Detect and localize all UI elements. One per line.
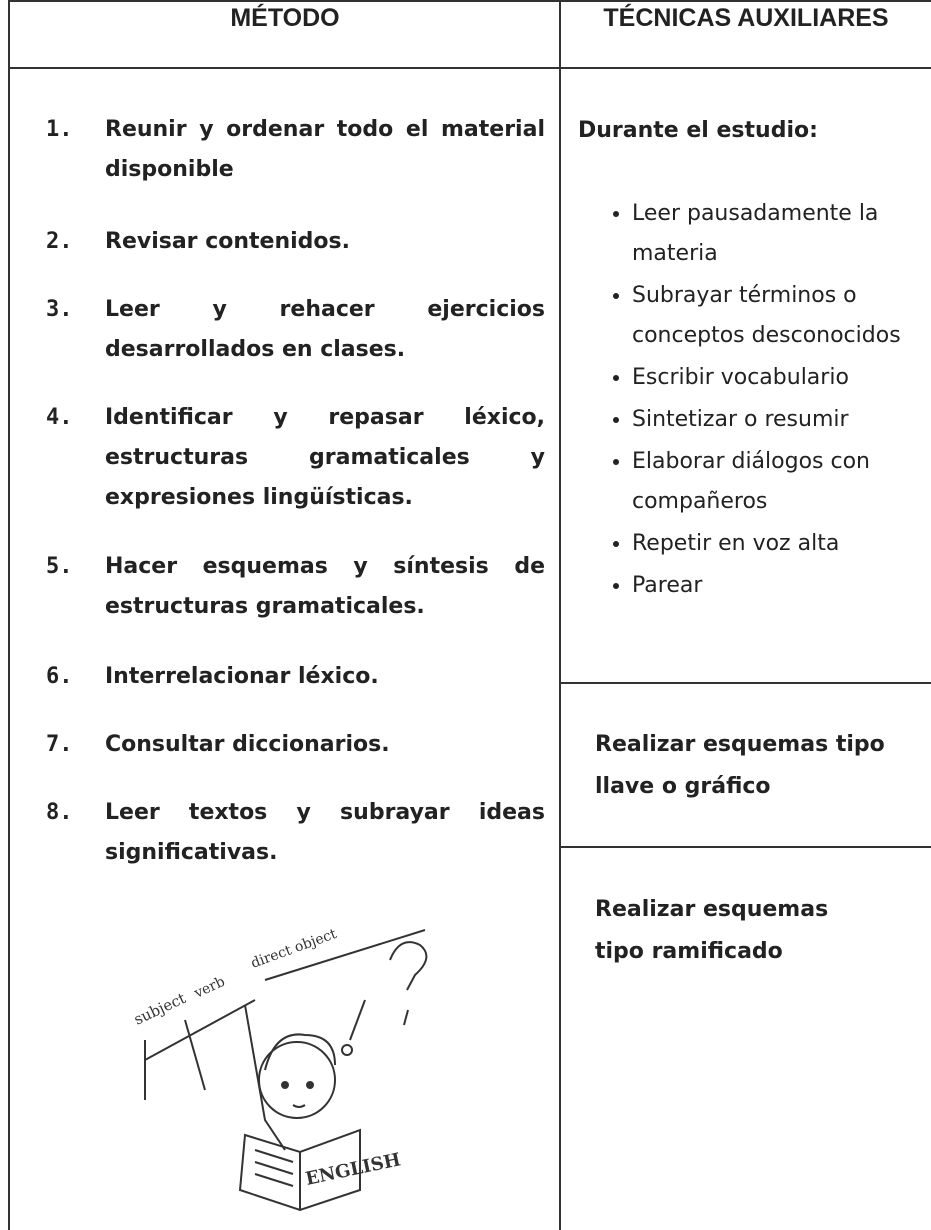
item-text: Consultar diccionarios.: [105, 732, 390, 757]
border: [8, 67, 931, 69]
border: [8, 0, 10, 1230]
bullet-item: Leer pausadamente la materia: [632, 194, 931, 274]
item-number: 3.: [46, 297, 73, 322]
bullet-item: Parear: [632, 566, 931, 606]
bullet-item: Repetir en voz alta: [632, 524, 931, 564]
item-text: Leer textos y subrayar ideas significati…: [105, 800, 545, 865]
item-text: Reunir y ordenar todo el material dispon…: [105, 117, 545, 182]
item-text: Revisar contenidos.: [105, 229, 350, 254]
item-number: 5.: [46, 554, 73, 579]
section-title: Durante el estudio:: [578, 118, 818, 143]
item-text: Interrelacionar léxico.: [105, 664, 379, 689]
item-number: 2.: [46, 229, 73, 254]
bullet-item: Escribir vocabulario: [632, 358, 931, 398]
column-header: MÉTODO: [230, 4, 340, 32]
technique: Realizar esquemas tipo llave o gráfico: [595, 732, 885, 799]
item-text: Leer y rehacer ejercicios desarrollados …: [105, 297, 545, 362]
item-number: 6.: [46, 664, 73, 689]
technique-list: Leer pausadamente la materiaSubrayar tér…: [596, 194, 931, 608]
illustration-label: verb: [191, 974, 228, 1002]
item-number: 8.: [46, 800, 73, 825]
border: [559, 0, 561, 1230]
item-text: Identificar y repasar léxico, estructura…: [105, 405, 545, 510]
item-number: 4.: [46, 405, 73, 430]
border: [8, 0, 931, 2]
illustration-label: subject: [131, 989, 188, 1029]
border: [559, 846, 931, 848]
illustration-label: ENGLISH: [304, 1149, 403, 1190]
technique: Realizar esquemas tipo ramificado: [595, 897, 829, 964]
bullet-item: Subrayar términos o conceptos desconocid…: [632, 276, 931, 356]
item-text: Hacer esquemas y síntesis de estructuras…: [105, 554, 545, 619]
bullet-item: Elaborar diálogos con compañeros: [632, 442, 931, 522]
illustration-label: direct object: [249, 926, 339, 972]
column-header: TÉCNICAS AUXILIARES: [603, 4, 889, 32]
bullet-item: Sintetizar o resumir: [632, 400, 931, 440]
item-number: 1.: [46, 117, 73, 142]
item-number: 7.: [46, 732, 73, 757]
illustration: subject verb direct object ENGLISH: [131, 926, 428, 1212]
border: [559, 682, 931, 684]
